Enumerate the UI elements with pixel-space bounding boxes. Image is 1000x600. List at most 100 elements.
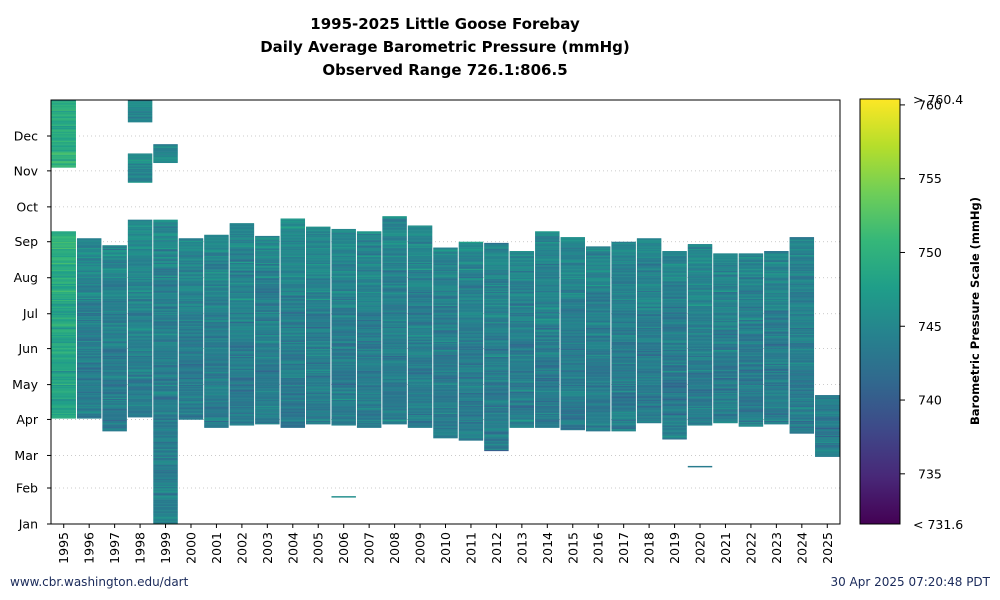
heat-cell <box>560 259 585 261</box>
heat-cell <box>509 278 535 281</box>
heat-cell <box>611 274 636 276</box>
heat-cell <box>204 348 229 351</box>
heat-cell <box>407 362 433 364</box>
heat-cell <box>306 370 331 373</box>
heat-cell <box>662 273 687 275</box>
heat-cell <box>764 391 789 394</box>
heat-cell <box>636 244 662 246</box>
heat-cell <box>153 220 178 223</box>
heat-cell <box>407 261 433 263</box>
heat-cell <box>687 334 713 337</box>
heat-cell <box>306 355 331 358</box>
heat-cell <box>51 310 76 312</box>
heat-cell <box>407 330 433 332</box>
heat-cell <box>535 261 560 263</box>
heat-cell <box>407 249 433 252</box>
heat-cell <box>204 235 229 238</box>
heat-cell <box>153 263 178 266</box>
heat-cell <box>535 342 560 345</box>
heat-cell <box>407 352 433 354</box>
heat-cell <box>611 311 636 313</box>
heat-cell <box>738 397 764 399</box>
heat-cell <box>662 305 687 308</box>
heat-cell <box>535 273 560 275</box>
heat-cell <box>178 242 204 245</box>
heat-cell <box>153 446 178 448</box>
heat-cell <box>280 408 306 411</box>
heat-cell <box>153 407 178 410</box>
heat-cell <box>153 406 178 409</box>
heat-cell <box>178 336 204 339</box>
heat-cell <box>204 246 229 248</box>
heat-cell <box>687 309 713 311</box>
heat-cell <box>178 359 204 361</box>
heat-cell <box>76 407 102 410</box>
heat-cell <box>433 347 458 349</box>
heat-cell <box>713 356 738 359</box>
heat-cell <box>178 303 204 305</box>
heat-cell <box>535 417 560 419</box>
heat-cell <box>127 253 153 255</box>
heat-cell <box>51 338 76 340</box>
heat-cell <box>280 364 306 367</box>
heat-cell <box>204 332 229 334</box>
heat-cell <box>738 417 764 419</box>
heat-cell <box>764 271 789 274</box>
heat-cell <box>687 287 713 289</box>
heat-cell <box>178 239 204 241</box>
heat-cell <box>280 406 306 409</box>
heat-cell <box>153 148 178 151</box>
heat-cell <box>484 334 509 337</box>
heat-cell <box>51 156 76 159</box>
heat-cell <box>280 375 306 377</box>
heat-cell <box>407 375 433 377</box>
heat-cell <box>229 267 255 269</box>
heat-cell <box>535 312 560 315</box>
heat-cell <box>153 515 178 518</box>
heat-cell <box>535 323 560 325</box>
heat-cell <box>356 325 382 327</box>
heat-cell <box>585 253 611 255</box>
heat-cell <box>585 348 611 351</box>
heat-cell <box>560 299 585 302</box>
heat-cell <box>178 245 204 247</box>
heat-cell <box>535 260 560 262</box>
heat-cell <box>76 287 102 289</box>
heat-cell <box>76 280 102 282</box>
heat-cell <box>611 268 636 270</box>
heat-cell <box>153 421 178 424</box>
heat-cell <box>636 386 662 389</box>
heat-cell <box>509 422 535 425</box>
heat-cell <box>662 372 687 375</box>
heat-cell <box>51 113 76 116</box>
heat-cell <box>611 350 636 353</box>
heat-cell <box>204 343 229 346</box>
heat-cell <box>127 330 153 332</box>
heat-cell <box>484 386 509 389</box>
heat-cell <box>662 403 687 405</box>
heat-cell <box>178 246 204 248</box>
heat-cell <box>407 282 433 284</box>
heat-cell <box>560 319 585 322</box>
heat-cell <box>484 267 509 269</box>
heat-cell <box>407 395 433 397</box>
heat-cell <box>407 347 433 349</box>
heat-cell <box>204 356 229 359</box>
heat-cell <box>764 274 789 276</box>
heat-cell <box>178 342 204 345</box>
heat-cell <box>153 246 178 248</box>
heat-cell <box>204 342 229 345</box>
heat-cell <box>331 347 356 349</box>
heat-cell <box>51 356 76 359</box>
heat-cell <box>535 314 560 317</box>
heat-cell <box>356 406 382 409</box>
heat-cell <box>738 385 764 388</box>
heat-cell <box>687 302 713 304</box>
heat-cell <box>484 396 509 398</box>
heat-cell <box>127 159 153 161</box>
heat-cell <box>356 321 382 324</box>
heat-cell <box>509 390 535 392</box>
heat-cell <box>458 304 484 306</box>
heat-cell <box>280 298 306 301</box>
heat-cell <box>458 439 484 441</box>
